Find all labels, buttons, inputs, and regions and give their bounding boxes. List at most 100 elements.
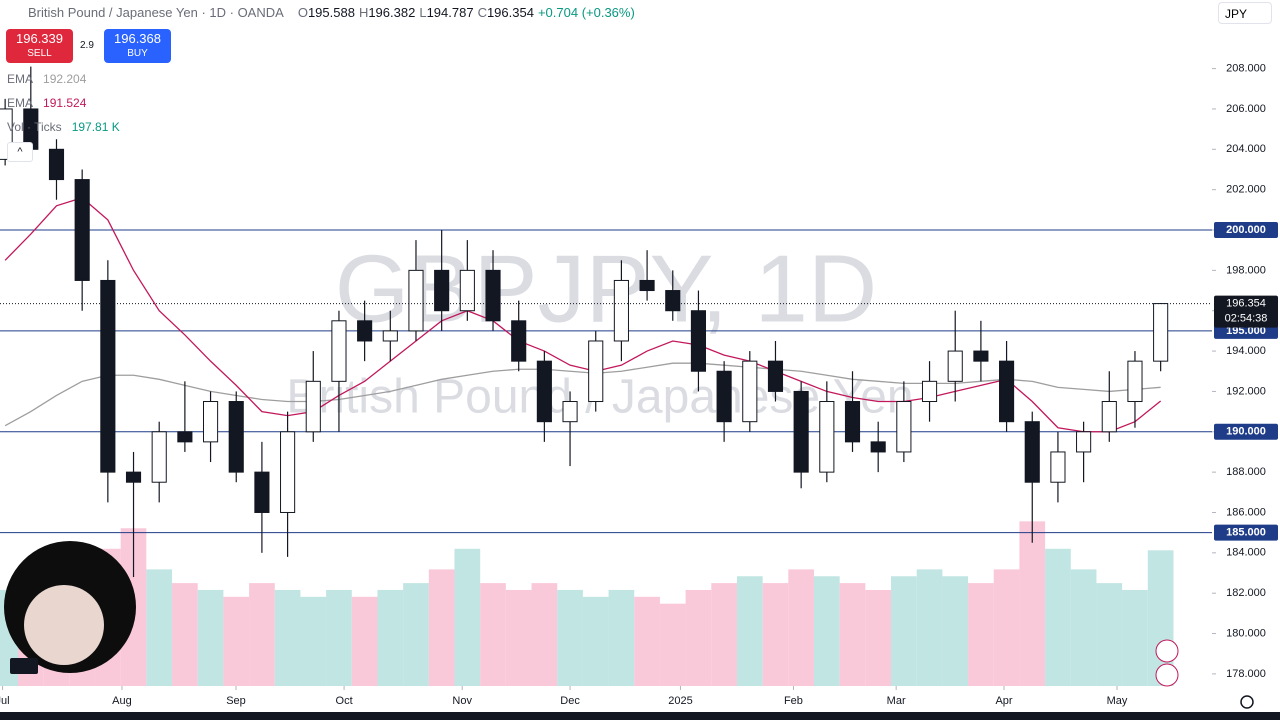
candle-body <box>716 370 732 423</box>
x-tick-label: Dec <box>560 695 580 707</box>
settings-icon[interactable] <box>1240 695 1254 709</box>
volume-bar <box>608 589 635 686</box>
y-tick-label: 202.000 <box>1226 184 1266 196</box>
sell-label: SELL <box>27 48 52 59</box>
volume-bar <box>891 576 917 686</box>
buy-button[interactable]: 196.368 BUY <box>104 29 171 63</box>
candle-body <box>793 390 809 473</box>
volume-bar <box>505 589 532 686</box>
volume-bar <box>1122 589 1148 686</box>
legend-name: EMA <box>7 72 34 86</box>
change: +0.704 (+0.36%) <box>537 5 635 20</box>
candle-body <box>48 148 65 181</box>
ohlc-key: H <box>358 5 369 20</box>
volume-bar <box>557 589 583 686</box>
y-tick-label: 184.000 <box>1226 547 1266 559</box>
x-tick-label: Aug <box>112 695 132 707</box>
volume-bar <box>993 569 1020 686</box>
candle-body <box>819 401 835 473</box>
level-label: 190.000 <box>1226 426 1266 438</box>
ohlc: O195.588 H196.382 L194.787 C196.354 <box>294 5 534 20</box>
x-tick-label: Jul <box>0 695 10 707</box>
volume-bar <box>1070 569 1097 686</box>
volume-bar <box>172 583 198 686</box>
symbol[interactable]: British Pound / Japanese Yen · 1D · OAND… <box>28 5 284 20</box>
x-tick-label: May <box>1107 695 1128 707</box>
candle-body <box>305 380 321 433</box>
volume-bar <box>454 548 481 686</box>
ohlc-value: 196.354 <box>486 5 534 20</box>
sell-price: 196.339 <box>16 31 63 46</box>
volume-bar <box>249 583 275 686</box>
volume-bar <box>428 569 455 686</box>
volume-bar <box>1045 548 1071 686</box>
logo <box>10 658 38 674</box>
currency-select[interactable]: JPY <box>1218 2 1272 24</box>
y-tick-label: 188.000 <box>1226 466 1266 478</box>
ohlc-value: 196.382 <box>368 5 416 20</box>
level-label: 195.000 <box>1226 325 1266 337</box>
volume-bar <box>351 596 378 686</box>
volume-bar <box>1096 583 1123 686</box>
ema-line <box>4 197 1162 433</box>
y-tick-label: 204.000 <box>1226 143 1266 155</box>
legend-value: 197.81 K <box>71 120 120 134</box>
candle-body <box>100 279 116 473</box>
legend-row: EMA 191.524 <box>7 96 86 110</box>
candle-body <box>1024 421 1040 483</box>
volume-bar <box>146 569 173 686</box>
candle-body <box>973 350 989 362</box>
volume-bar <box>1147 550 1174 686</box>
candle-body <box>665 290 681 312</box>
legend-row: Vol · Ticks 197.81 K <box>7 120 120 134</box>
volume-bar <box>326 589 352 686</box>
buy-label: BUY <box>127 48 148 59</box>
candle-body <box>331 320 347 382</box>
candle-body <box>588 340 604 403</box>
ema-line <box>4 362 1161 427</box>
y-tick-label: 192.000 <box>1226 385 1266 397</box>
volume-bar <box>300 596 327 686</box>
volume-bar <box>865 589 892 686</box>
last-price-label: 196.354 <box>1226 297 1266 309</box>
candle-body <box>1127 360 1143 403</box>
y-tick-label: 180.000 <box>1226 627 1266 639</box>
collapse-button[interactable]: ^ <box>7 142 33 162</box>
volume-bar <box>403 583 429 686</box>
x-tick-label: Nov <box>452 695 472 707</box>
candle-body <box>408 269 424 332</box>
candle-body <box>690 310 707 372</box>
volume-bar <box>813 576 840 686</box>
candle-body <box>921 380 938 403</box>
spread: 2.9 <box>80 40 94 51</box>
candle-body <box>151 431 167 483</box>
level-label: 200.000 <box>1226 224 1266 236</box>
volume-bar <box>377 589 404 686</box>
volume-bar <box>685 589 712 686</box>
candle-body <box>844 401 861 443</box>
ohlc-value: 194.787 <box>426 5 474 20</box>
watermark-symbol: GBPJPY, 1D <box>335 235 877 342</box>
candle-body <box>947 350 963 382</box>
y-tick-label: 178.000 <box>1226 668 1266 680</box>
level-tag <box>1214 222 1278 239</box>
candle-body <box>767 360 784 392</box>
volume-bar <box>968 583 994 686</box>
volume-bar <box>582 596 609 686</box>
buy-price: 196.368 <box>114 31 161 46</box>
candle-body <box>434 269 450 312</box>
volume-bar <box>1019 521 1046 686</box>
last-price-tag <box>1214 295 1278 328</box>
legend-name: EMA <box>7 96 34 110</box>
x-tick-label: Mar <box>887 695 906 707</box>
volume-bar <box>634 596 660 686</box>
volume-bar <box>480 583 506 686</box>
y-tick-label: 194.000 <box>1226 345 1266 357</box>
legend-row: EMA 192.204 <box>7 72 86 86</box>
candle-body <box>357 320 373 342</box>
level-tag <box>1214 524 1278 541</box>
candle-body <box>280 431 296 513</box>
candle-body <box>511 320 527 362</box>
sell-button[interactable]: 196.339 SELL <box>6 29 73 63</box>
